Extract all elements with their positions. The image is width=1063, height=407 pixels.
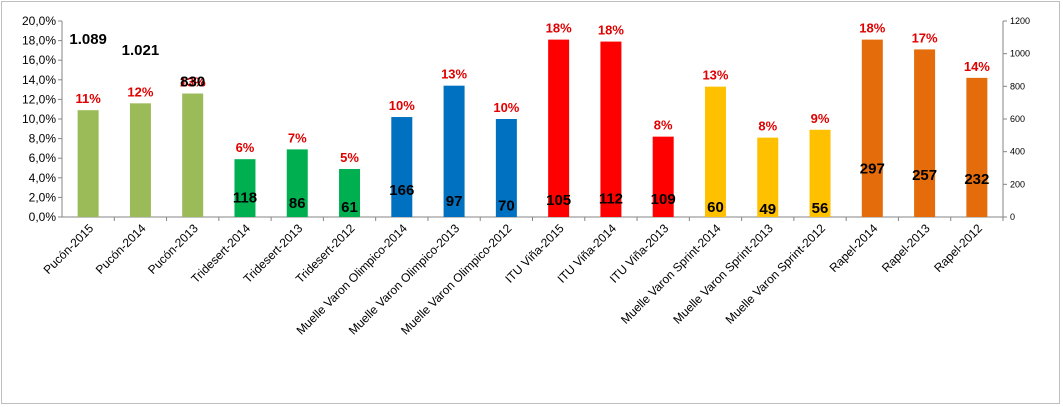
bar bbox=[443, 85, 465, 218]
count-label: 166 bbox=[389, 182, 414, 199]
count-label: 297 bbox=[860, 160, 885, 177]
percent-label: 6% bbox=[236, 140, 255, 155]
bar bbox=[914, 49, 936, 217]
bar bbox=[234, 159, 256, 217]
y2-tick-label: 400 bbox=[1010, 147, 1025, 157]
bar bbox=[966, 77, 988, 217]
bar bbox=[182, 93, 204, 217]
count-label: 257 bbox=[912, 167, 937, 184]
y-tick-label: 16,0% bbox=[22, 53, 56, 67]
count-label: 1.021 bbox=[122, 42, 160, 59]
bar bbox=[495, 119, 517, 217]
y-tick-label: 18,0% bbox=[22, 34, 56, 48]
percent-label: 13% bbox=[702, 68, 728, 83]
percent-label: 14% bbox=[964, 59, 990, 74]
bar bbox=[704, 86, 726, 217]
y-tick-label: 2,0% bbox=[29, 190, 57, 204]
percent-label: 7% bbox=[288, 130, 307, 145]
y2-tick-label: 0 bbox=[1010, 212, 1015, 222]
y-tick-label: 4,0% bbox=[29, 171, 57, 185]
category-label: Rapel-2013 bbox=[879, 221, 933, 275]
y2-tick-label: 1200 bbox=[1010, 16, 1030, 26]
count-label: 86 bbox=[289, 195, 306, 212]
count-label: 232 bbox=[964, 171, 989, 188]
y-tick-label: 10,0% bbox=[22, 112, 56, 126]
percent-label: 11% bbox=[75, 91, 101, 106]
y2-tick-label: 200 bbox=[1010, 179, 1025, 189]
percent-label: 13% bbox=[180, 75, 206, 90]
count-label: 112 bbox=[599, 191, 623, 208]
bar bbox=[129, 103, 151, 217]
bar bbox=[391, 117, 413, 217]
category-label: Muelle Varon Sprint-2012 bbox=[723, 221, 829, 327]
category-label: Rapel-2014 bbox=[827, 221, 881, 275]
category-label: Muelle Varon Olimpico-2012 bbox=[398, 221, 515, 338]
y-tick-label: 6,0% bbox=[29, 151, 57, 165]
percent-label: 10% bbox=[493, 100, 519, 115]
category-label: Muelle Varon Sprint-2013 bbox=[670, 221, 776, 327]
bar bbox=[809, 129, 831, 217]
percent-label: 10% bbox=[389, 98, 415, 113]
bar bbox=[861, 39, 883, 218]
category-label: Muelle Varon Olimpico-2014 bbox=[294, 221, 411, 338]
count-label: 97 bbox=[446, 193, 463, 210]
category-label: Muelle Varon Olimpico-2013 bbox=[346, 221, 463, 338]
count-label: 49 bbox=[759, 201, 776, 218]
count-label: 60 bbox=[707, 199, 724, 216]
percent-label: 8% bbox=[758, 119, 777, 134]
bar bbox=[77, 110, 99, 217]
count-label: 70 bbox=[498, 198, 515, 215]
y2-tick-label: 600 bbox=[1010, 114, 1025, 124]
count-label: 105 bbox=[546, 192, 571, 209]
count-label: 61 bbox=[341, 199, 358, 216]
bar bbox=[757, 137, 779, 217]
percent-label: 13% bbox=[441, 67, 467, 82]
percent-label: 9% bbox=[811, 111, 830, 126]
percent-label: 12% bbox=[127, 84, 153, 99]
bar bbox=[652, 136, 674, 217]
y-tick-label: 20,0% bbox=[22, 14, 56, 28]
category-label: Rapel-2012 bbox=[931, 221, 985, 275]
count-label: 1.089 bbox=[69, 31, 107, 48]
bar bbox=[600, 41, 622, 217]
percent-label: 18% bbox=[546, 21, 572, 36]
percent-label: 17% bbox=[912, 30, 938, 45]
y2-tick-label: 800 bbox=[1010, 81, 1025, 91]
y2-tick-label: 1000 bbox=[1010, 49, 1030, 59]
count-label: 118 bbox=[233, 190, 257, 207]
y-tick-label: 12,0% bbox=[22, 92, 56, 106]
y-tick-label: 14,0% bbox=[22, 73, 56, 87]
y-tick-label: 8,0% bbox=[29, 132, 57, 146]
bar bbox=[339, 168, 361, 217]
percent-label: 5% bbox=[340, 150, 359, 165]
category-label: Pucón-2015 bbox=[41, 221, 97, 277]
bar bbox=[548, 39, 570, 218]
category-label: Muelle Varon Sprint-2014 bbox=[618, 221, 724, 327]
category-label: Pucón-2014 bbox=[93, 221, 149, 277]
y-tick-label: 0,0% bbox=[29, 210, 57, 224]
percent-label: 18% bbox=[859, 21, 885, 36]
count-label: 109 bbox=[651, 191, 676, 208]
count-label: 56 bbox=[812, 200, 829, 217]
percent-label: 8% bbox=[654, 118, 673, 133]
percent-label: 18% bbox=[598, 23, 624, 38]
count-label: 830 bbox=[180, 73, 205, 90]
category-label: Pucón-2013 bbox=[145, 221, 201, 277]
bar bbox=[286, 149, 308, 217]
